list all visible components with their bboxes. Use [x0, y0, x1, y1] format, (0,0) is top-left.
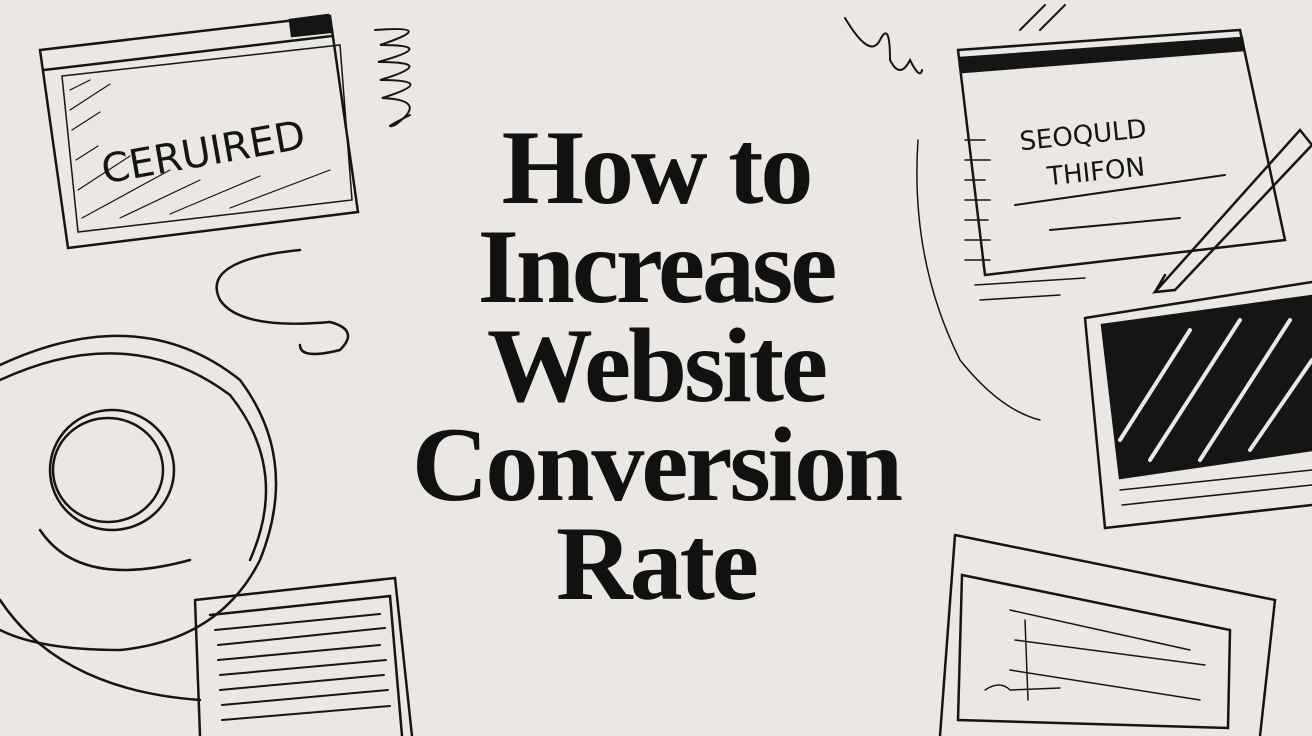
stroke-marks: [1019, 4, 1066, 31]
circle-sketch: [0, 334, 278, 702]
scribble: [374, 28, 412, 128]
pen-icon: [1151, 128, 1312, 294]
title-line: Rate: [556, 505, 759, 622]
browser-window-sketch-right: SEOQULD THIFON: [916, 28, 1287, 421]
title-line: Website: [486, 307, 828, 424]
swirl: [215, 248, 350, 356]
page-title: How to Increase Website Conversion Rate: [0, 109, 1312, 622]
document-sketch: [193, 576, 414, 736]
title-line: Conversion: [411, 406, 903, 523]
scribble: [844, 17, 923, 75]
frame-sketch: [938, 533, 1277, 736]
screen-sketch: [1083, 280, 1312, 530]
title-line: Increase: [477, 208, 838, 325]
title-line: How to: [501, 109, 814, 226]
